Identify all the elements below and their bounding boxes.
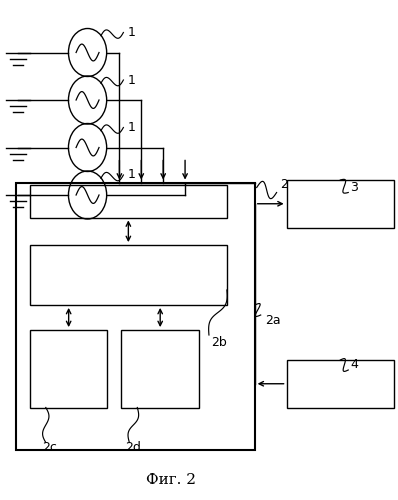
Text: 2d: 2d bbox=[125, 441, 141, 454]
Bar bbox=[287, 180, 394, 228]
Bar bbox=[287, 360, 394, 408]
Bar bbox=[121, 330, 199, 407]
Text: 2b: 2b bbox=[211, 336, 227, 349]
Bar bbox=[30, 245, 227, 305]
Text: Фиг. 2: Фиг. 2 bbox=[146, 473, 196, 487]
Text: 2c: 2c bbox=[42, 441, 57, 454]
Text: 1: 1 bbox=[127, 121, 135, 134]
Text: 1: 1 bbox=[127, 168, 135, 181]
Text: 2a: 2a bbox=[265, 314, 280, 326]
Text: 4: 4 bbox=[350, 358, 358, 372]
Bar bbox=[16, 182, 255, 450]
Text: 2: 2 bbox=[281, 178, 289, 192]
Text: 1: 1 bbox=[127, 26, 135, 39]
Text: 3: 3 bbox=[350, 181, 358, 194]
Text: 1: 1 bbox=[127, 74, 135, 86]
Bar bbox=[30, 330, 107, 407]
Bar bbox=[30, 185, 227, 218]
